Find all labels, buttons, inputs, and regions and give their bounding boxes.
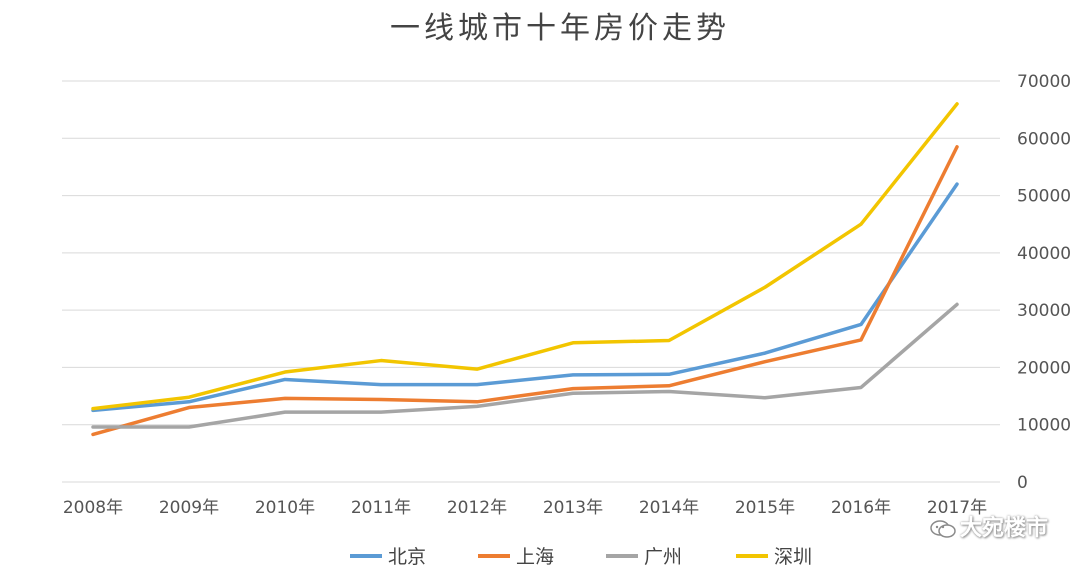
x-tick-label: 2016年	[831, 498, 891, 518]
series-line-2	[91, 302, 959, 429]
x-tick-label: 2011年	[351, 498, 411, 518]
x-axis-ticks: 2008年 2009年 2010年 2011年 2012年 2013年 2014年 2015年…	[63, 498, 987, 518]
y-tick-label: 60000	[1017, 129, 1071, 149]
legend-label-2: 广州	[644, 546, 682, 568]
series-lines	[91, 102, 959, 437]
series-line-1	[91, 145, 959, 437]
x-tick-label: 2009年	[159, 498, 219, 518]
series-line-3	[91, 102, 959, 411]
x-tick-label: 2013年	[543, 498, 603, 518]
y-tick-label: 0	[1017, 473, 1028, 493]
y-tick-label: 30000	[1017, 301, 1071, 321]
watermark-text: 大宛楼市	[959, 516, 1048, 541]
legend: 北京 上海 广州 深圳	[350, 546, 812, 568]
y-tick-label: 70000	[1017, 72, 1071, 92]
x-tick-label: 2017年	[927, 498, 987, 518]
watermark: 大宛楼市	[930, 510, 1048, 542]
y-tick-label: 10000	[1017, 416, 1071, 436]
series-line-0	[91, 182, 959, 413]
y-tick-label: 40000	[1017, 244, 1071, 264]
chart-title: 一线城市十年房价走势	[390, 11, 730, 46]
gridlines	[62, 80, 1000, 483]
x-tick-label: 2010年	[255, 498, 315, 518]
y-axis-ticks: 0 10000 20000 30000 40000 50000 60000 70000	[1017, 72, 1071, 493]
x-tick-label: 2014年	[639, 498, 699, 518]
wechat-icon	[930, 520, 956, 538]
y-tick-label: 50000	[1017, 187, 1071, 207]
legend-label-3: 深圳	[774, 546, 812, 568]
legend-label-1: 上海	[516, 546, 554, 568]
legend-label-0: 北京	[388, 546, 426, 568]
x-tick-label: 2015年	[735, 498, 795, 518]
x-tick-label: 2008年	[63, 498, 123, 518]
x-tick-label: 2012年	[447, 498, 507, 518]
y-tick-label: 20000	[1017, 358, 1071, 378]
